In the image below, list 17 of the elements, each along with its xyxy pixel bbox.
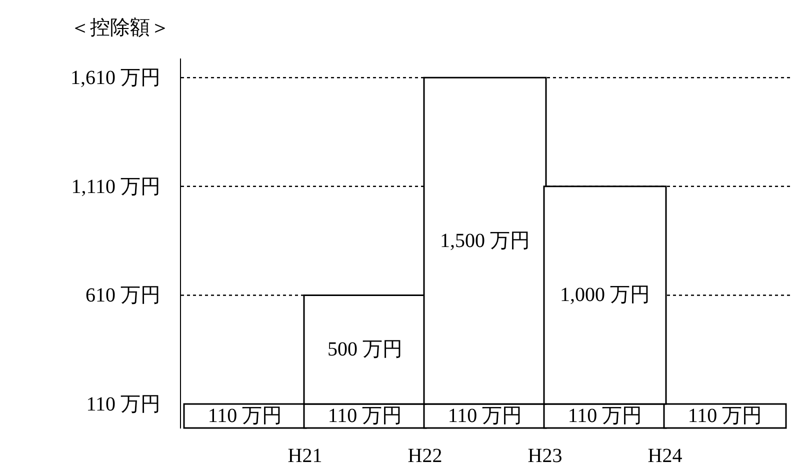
data-label: 110 万円	[328, 405, 402, 428]
data-label: 110 万円	[688, 405, 762, 428]
data-label: 110 万円	[448, 405, 522, 428]
y-tick-label: 1,110 万円	[71, 176, 160, 198]
y-tick-label: 110 万円	[86, 394, 160, 416]
data-label: 1,000 万円	[560, 284, 650, 306]
data-label: 500 万円	[328, 338, 402, 361]
y-tick-label: 1,610 万円	[70, 67, 160, 90]
data-label: 110 万円	[568, 405, 642, 428]
data-label: 1,500 万円	[440, 230, 530, 252]
text: H22	[408, 445, 442, 467]
text: H21	[288, 445, 322, 467]
text: H23	[528, 445, 562, 467]
y-tick-label: 610 万円	[86, 284, 160, 307]
data-label: 110 万円	[208, 405, 282, 428]
chart-title: ＜控除額＞	[70, 17, 170, 39]
text: H24	[648, 445, 682, 467]
